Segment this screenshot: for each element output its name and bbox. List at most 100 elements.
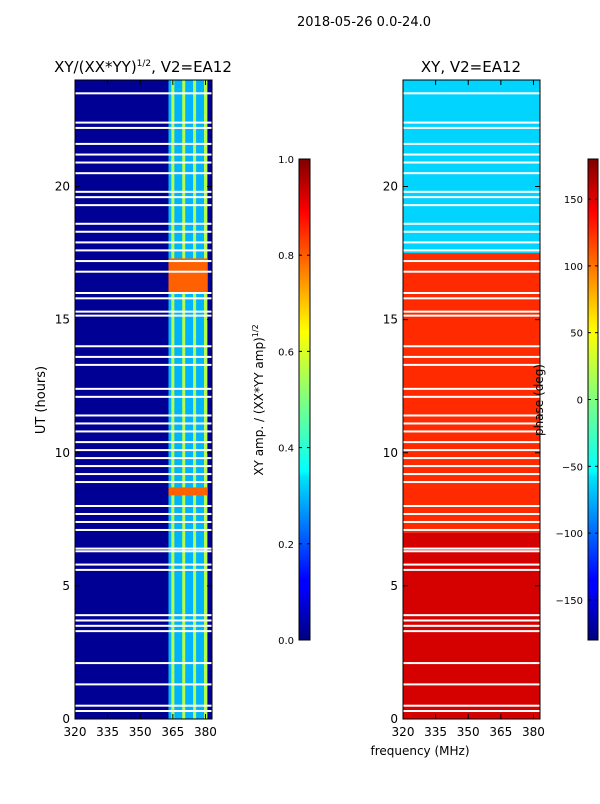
left-gap-39 (75, 550, 212, 553)
left-panel: XY/(XX*YY)1/2, V2=EA12 320 335 350 365 380 0… (34, 58, 232, 739)
right-gap-25 (403, 414, 540, 417)
right-gap-41 (403, 568, 540, 571)
left-xtick-label-1: 335 (96, 725, 119, 739)
right-gap-49 (403, 710, 540, 713)
left-gap-1 (75, 121, 212, 124)
right-gap-30 (403, 457, 540, 460)
right-gap-18 (403, 310, 540, 313)
right-gap-44 (403, 624, 540, 627)
left-cbar-tick-label-1: 0.2 (278, 540, 294, 551)
right-cbar-tick-label-2: −50 (562, 462, 583, 473)
left-gap-8 (75, 196, 212, 199)
left-gap-14 (75, 260, 212, 263)
right-cbar-tick-label-1: −100 (556, 529, 583, 540)
right-gap-29 (403, 449, 540, 452)
right-gap-11 (403, 230, 540, 233)
left-rfi-burst-1 (168, 487, 208, 496)
right-xtick-label-0: 320 (392, 725, 415, 739)
left-ytick-label-3: 15 (55, 313, 70, 327)
left-gap-17 (75, 297, 212, 300)
left-title-main: XY/(XX*YY) (54, 58, 137, 76)
left-cbar-label-sup: 1/2 (251, 324, 260, 337)
right-ytick-label-3: 15 (383, 313, 398, 327)
left-y-axis-label: UT (hours) (34, 366, 49, 434)
right-phase-band-1 (403, 253, 540, 533)
left-colorbar: 0.0 0.2 0.4 0.6 0.8 1.0 XY amp. / (XX*YY amp)… (251, 155, 311, 647)
left-gap-40 (75, 563, 212, 566)
left-rfi-channel-1 (182, 80, 186, 719)
left-gap-4 (75, 153, 212, 156)
right-x-axis: 320 335 350 365 380 (392, 80, 545, 739)
right-gap-16 (403, 292, 540, 294)
right-gap-20 (403, 345, 540, 348)
left-ytick-label-1: 5 (62, 579, 70, 593)
right-gap-35 (403, 512, 540, 515)
right-gap-47 (403, 683, 540, 686)
left-gap-7 (75, 190, 212, 193)
left-gap-45 (75, 630, 212, 633)
right-panel-title: XY, V2=EA12 (421, 58, 521, 76)
left-cbar-tick-label-5: 1.0 (278, 155, 294, 166)
left-gap-38 (75, 547, 212, 550)
left-gap-46 (75, 662, 212, 665)
right-gap-15 (403, 270, 540, 273)
left-xtick-label-2: 350 (129, 725, 152, 739)
left-ytick-label-4: 20 (55, 180, 70, 194)
left-gap-42 (75, 614, 212, 617)
right-gap-40 (403, 563, 540, 566)
right-gap-45 (403, 630, 540, 633)
left-title-sup: 1/2 (137, 59, 151, 69)
left-gap-6 (75, 172, 212, 175)
right-gap-14 (403, 260, 540, 263)
right-ytick-label-1: 5 (390, 579, 398, 593)
left-cbar-tick-label-2: 0.4 (278, 444, 294, 455)
left-gap-3 (75, 142, 212, 145)
right-gap-21 (403, 355, 540, 358)
right-cbar-tick-label-5: 100 (564, 262, 583, 273)
left-heatmap (75, 80, 212, 719)
right-gap-10 (403, 222, 540, 225)
right-plot-frame (402, 79, 541, 720)
left-colorbar-ticks: 0.0 0.2 0.4 0.6 0.8 1.0 (278, 155, 310, 647)
right-gap-32 (403, 473, 540, 476)
left-gap-24 (75, 395, 212, 398)
right-cbar-tick-label-4: 50 (570, 329, 583, 340)
left-gap-15 (75, 270, 212, 273)
left-rfi-burst-0 (168, 258, 208, 293)
right-gap-9 (403, 204, 540, 207)
right-gap-33 (403, 481, 540, 484)
left-gap-20 (75, 345, 212, 348)
left-gap-37 (75, 528, 212, 531)
left-gap-35 (75, 512, 212, 515)
right-gap-19 (403, 314, 540, 317)
left-rfi-channel-2 (193, 80, 197, 719)
right-gap-43 (403, 619, 540, 622)
left-gap-12 (75, 241, 212, 244)
right-gap-46 (403, 662, 540, 665)
right-gap-31 (403, 465, 540, 468)
left-gap-44 (75, 624, 212, 627)
left-gap-49 (75, 710, 212, 713)
right-colorbar: −150 −100 −50 0 50 100 150 phase (deg) (532, 158, 599, 641)
left-gap-13 (75, 249, 212, 252)
left-gap-34 (75, 505, 212, 507)
right-gap-39 (403, 550, 540, 553)
left-plot-frame (74, 79, 213, 720)
left-gap-30 (75, 457, 212, 460)
left-gap-25 (75, 414, 212, 417)
left-panel-title: XY/(XX*YY)1/2, V2=EA12 (54, 58, 232, 76)
right-gap-36 (403, 520, 540, 523)
left-gap-18 (75, 310, 212, 313)
left-gap-31 (75, 465, 212, 468)
left-gap-32 (75, 473, 212, 476)
left-gap-41 (75, 568, 212, 571)
left-colorbar-label: XY amp. / (XX*YY amp)1/2 (251, 324, 266, 475)
left-gap-48 (75, 704, 212, 707)
right-y-axis: 0 5 10 15 20 (383, 180, 540, 726)
left-gap-43 (75, 619, 212, 622)
right-gap-8 (403, 196, 540, 199)
right-gap-3 (403, 142, 540, 145)
left-gap-47 (75, 683, 212, 686)
